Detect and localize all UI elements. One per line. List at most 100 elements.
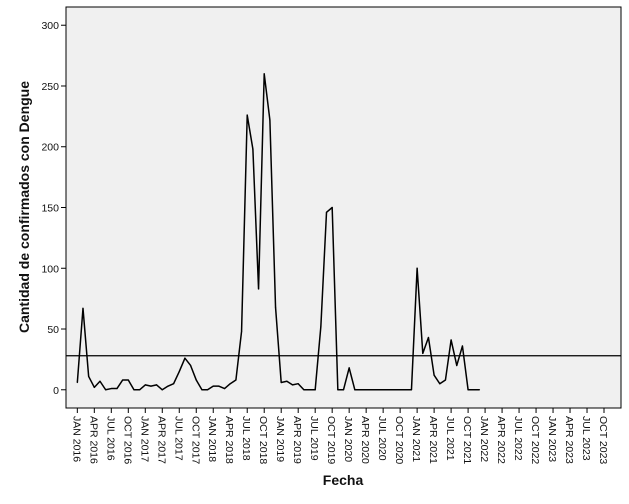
data-point — [478, 389, 481, 391]
data-point — [286, 380, 288, 382]
data-point — [280, 381, 282, 384]
x-tick-label: JAN 2017 — [138, 416, 150, 462]
x-tick-label: OCT 2021 — [461, 416, 473, 464]
x-tick-label: OCT 2023 — [597, 416, 609, 464]
data-point — [331, 206, 333, 209]
data-point — [76, 381, 78, 384]
data-point — [473, 389, 475, 391]
data-point — [156, 384, 158, 386]
data-point — [342, 389, 345, 391]
data-point — [450, 339, 452, 341]
data-point — [116, 387, 118, 390]
data-point — [388, 389, 390, 391]
data-point — [105, 389, 107, 391]
data-point — [167, 385, 169, 387]
data-point — [405, 389, 407, 391]
x-tick-label: JUL 2018 — [240, 416, 252, 461]
x-tick-label: JAN 2020 — [342, 416, 354, 462]
data-point — [427, 336, 430, 339]
data-point — [122, 379, 124, 381]
x-tick-label: JUL 2019 — [308, 416, 320, 461]
data-point — [410, 389, 413, 391]
plot-area — [65, 6, 622, 409]
x-tick-label: OCT 2020 — [393, 416, 405, 464]
x-tick-label: OCT 2017 — [189, 416, 201, 464]
data-point — [308, 389, 311, 391]
x-tick-label: OCT 2022 — [529, 416, 541, 464]
x-tick-label: JUL 2017 — [172, 416, 184, 461]
x-tick-label: APR 2022 — [495, 416, 507, 464]
data-point — [82, 307, 84, 309]
x-tick-label: APR 2023 — [563, 416, 575, 464]
data-point — [195, 379, 197, 381]
data-point — [178, 370, 180, 373]
y-tick-label: 300 — [41, 20, 59, 32]
y-tick-label: 200 — [41, 142, 59, 154]
y-tick-label: 250 — [41, 81, 59, 93]
data-point — [173, 383, 175, 385]
data-point — [206, 389, 209, 391]
data-point — [456, 364, 458, 367]
data-point — [150, 385, 152, 387]
x-tick-label: JAN 2021 — [410, 416, 422, 462]
x-tick-label: OCT 2018 — [257, 416, 269, 464]
data-point — [161, 389, 163, 391]
y-tick-label: 100 — [41, 263, 59, 275]
data-point — [337, 389, 339, 391]
x-tick-label: JAN 2023 — [546, 416, 558, 462]
data-point — [348, 367, 350, 369]
data-point — [359, 389, 362, 391]
y-tick-label: 50 — [47, 324, 59, 336]
data-point — [422, 352, 424, 354]
x-tick-label: APR 2021 — [427, 416, 439, 464]
y-axis-title: Cantidad de confirmados con Dengue — [16, 81, 32, 333]
data-point — [320, 325, 322, 328]
data-point — [110, 387, 112, 390]
data-point — [461, 345, 464, 347]
data-point — [314, 389, 316, 391]
data-point — [127, 379, 129, 381]
data-point — [246, 114, 248, 116]
data-point — [376, 389, 379, 391]
x-tick-label: APR 2019 — [291, 416, 303, 464]
data-point — [371, 389, 373, 391]
x-tick-label: APR 2017 — [155, 416, 167, 464]
data-point — [257, 288, 260, 290]
x-tick-label: JAN 2022 — [478, 416, 490, 462]
y-tick-label: 150 — [41, 203, 59, 215]
series-points — [76, 73, 481, 391]
x-tick-label: JUL 2016 — [104, 416, 116, 461]
data-point — [416, 267, 418, 269]
data-point — [325, 211, 328, 213]
data-point — [274, 306, 277, 308]
x-tick-label: APR 2018 — [223, 416, 235, 464]
data-point — [218, 385, 220, 387]
x-tick-label: JUL 2023 — [580, 416, 592, 461]
x-tick-label: OCT 2016 — [121, 416, 133, 464]
data-point — [252, 148, 254, 150]
data-point — [240, 330, 243, 333]
data-point — [399, 389, 401, 391]
data-point — [303, 389, 305, 391]
data-point — [444, 379, 447, 381]
x-axis-title: Fecha — [323, 472, 364, 488]
data-point — [139, 389, 141, 391]
data-point — [269, 119, 271, 121]
data-point — [439, 383, 441, 385]
data-point — [99, 380, 101, 382]
series-line — [76, 73, 480, 391]
y-axis: 0 50 100 150 200 250 300 — [41, 20, 66, 397]
data-point — [467, 389, 469, 391]
x-tick-label: JUL 2020 — [376, 416, 388, 461]
data-point — [201, 389, 203, 391]
y-tick-label: 0 — [53, 385, 59, 397]
data-point — [382, 389, 384, 391]
data-point — [184, 357, 186, 359]
data-point — [93, 386, 95, 388]
data-point — [212, 385, 214, 387]
data-point — [297, 383, 299, 385]
data-point — [189, 364, 192, 367]
data-point — [365, 389, 367, 391]
data-point — [235, 379, 237, 381]
x-tick-label: JUL 2022 — [512, 416, 524, 461]
